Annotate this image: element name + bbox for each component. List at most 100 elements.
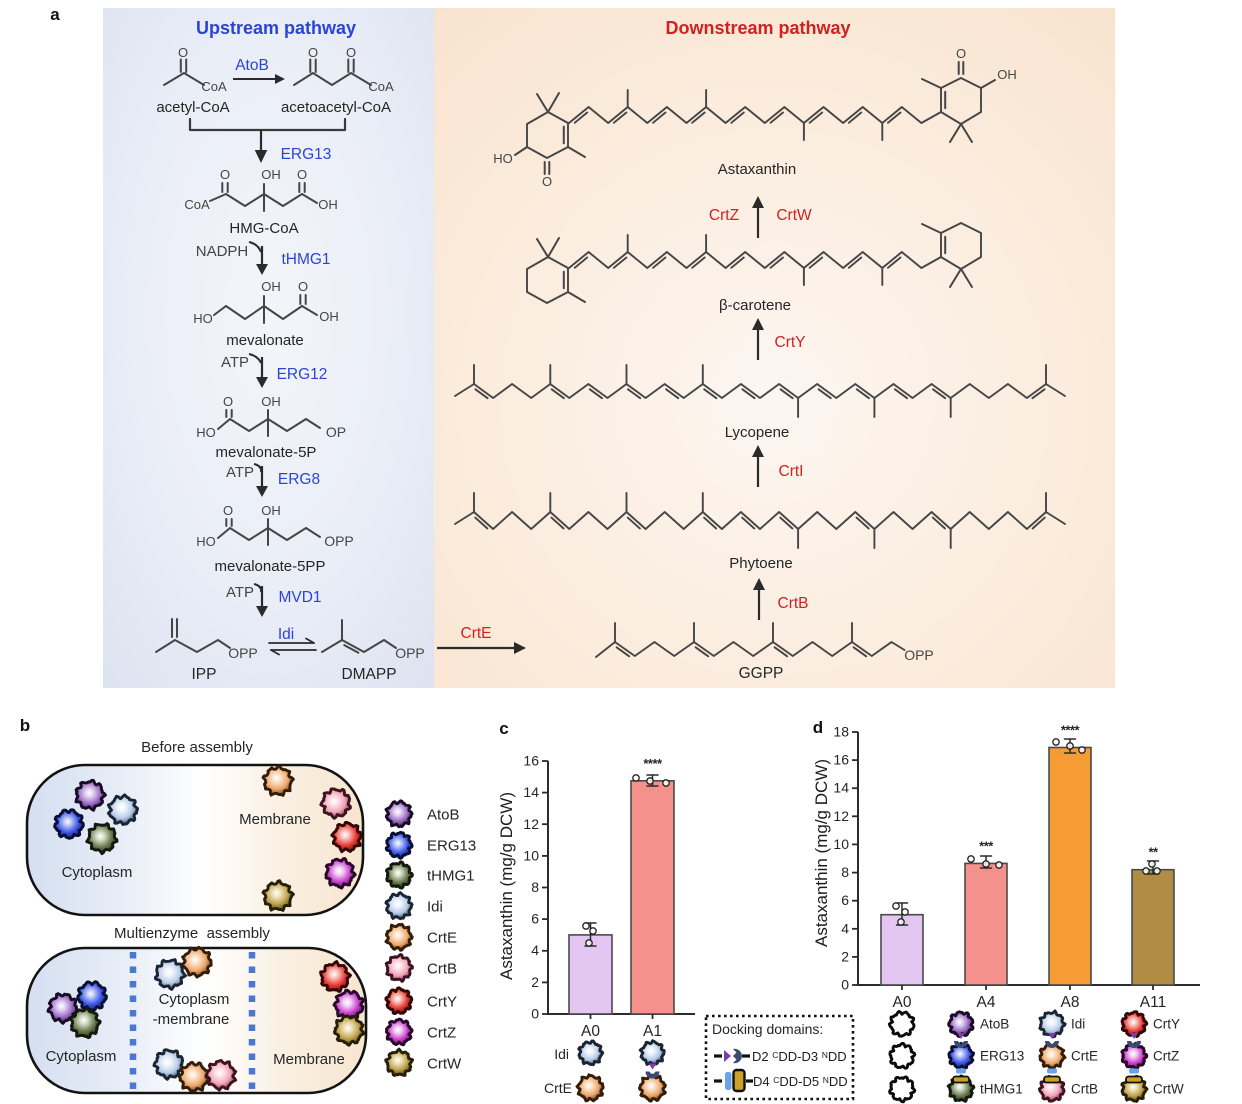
svg-text:Membrane: Membrane [239,811,311,828]
svg-text:CrtW: CrtW [1153,1082,1184,1097]
svg-text:acetyl-CoA: acetyl-CoA [156,99,229,116]
svg-text:OP: OP [326,424,346,440]
svg-text:**: ** [1148,845,1159,860]
svg-text:-membrane: -membrane [153,1011,230,1028]
svg-text:AtoB: AtoB [980,1017,1009,1032]
svg-text:A0: A0 [581,1023,600,1040]
svg-text:Downstream pathway: Downstream pathway [665,18,850,38]
svg-text:tHMG1: tHMG1 [980,1082,1023,1097]
svg-text:HO: HO [493,151,513,166]
svg-text:ATP: ATP [221,354,249,371]
svg-text:Idi: Idi [278,626,294,643]
svg-text:12: 12 [833,808,849,824]
svg-text:Upstream pathway: Upstream pathway [196,18,356,38]
svg-text:IPP: IPP [192,666,217,683]
svg-text:A1: A1 [643,1023,662,1040]
svg-text:4: 4 [531,942,539,958]
svg-text:OH: OH [261,394,281,409]
svg-text:****: **** [643,756,663,771]
svg-text:16: 16 [523,753,539,769]
svg-text:CrtE: CrtE [544,1080,572,1096]
svg-text:O: O [346,45,356,60]
svg-text:Docking domains:: Docking domains: [712,1021,823,1037]
svg-text:Cytoplasm: Cytoplasm [62,864,133,881]
svg-text:8: 8 [531,879,539,895]
svg-text:ATP: ATP [226,584,254,601]
svg-text:mevalonate: mevalonate [226,332,304,349]
svg-text:ERG13: ERG13 [427,838,476,855]
svg-text:ERG8: ERG8 [278,471,320,488]
svg-text:CrtY: CrtY [427,994,457,1011]
svg-text:AtoB: AtoB [235,57,269,74]
svg-text:c: c [499,719,508,738]
svg-text:OPP: OPP [228,645,258,661]
svg-text:O: O [178,45,188,60]
svg-text:HMG-CoA: HMG-CoA [229,220,298,237]
svg-text:Astaxanthin (mg/g DCW): Astaxanthin (mg/g DCW) [812,759,831,947]
svg-text:O: O [223,394,233,409]
svg-text:ERG13: ERG13 [281,146,332,163]
svg-text:2: 2 [531,974,539,990]
svg-text:CrtW: CrtW [776,207,812,224]
svg-text:CrtB: CrtB [778,595,809,612]
svg-text:OPP: OPP [324,533,354,549]
svg-text:CrtW: CrtW [427,1056,462,1073]
svg-text:6: 6 [841,892,849,908]
svg-text:acetoacetyl-CoA: acetoacetyl-CoA [281,99,391,116]
svg-text:0: 0 [841,977,849,993]
svg-text:Idi: Idi [427,899,443,916]
svg-text:ERG13: ERG13 [980,1049,1024,1064]
svg-text:CrtZ: CrtZ [709,207,739,224]
svg-text:O: O [956,46,966,61]
svg-text:CrtB: CrtB [1071,1082,1098,1097]
svg-text:Astaxanthin: Astaxanthin [718,161,796,178]
svg-text:Membrane: Membrane [273,1051,345,1068]
svg-text:CrtE: CrtE [1071,1049,1098,1064]
svg-text:18: 18 [833,724,849,740]
svg-text:CrtE: CrtE [461,625,492,642]
svg-text:6: 6 [531,911,539,927]
svg-text:***: *** [979,838,994,853]
svg-text:Cytoplasm: Cytoplasm [159,991,230,1008]
svg-text:β-carotene: β-carotene [719,297,791,314]
svg-text:NADPH: NADPH [196,243,249,260]
svg-text:14: 14 [833,780,849,796]
svg-text:A8: A8 [1061,994,1080,1011]
svg-text:ATP: ATP [226,464,254,481]
svg-text:HO: HO [196,425,216,440]
svg-text:O: O [308,45,318,60]
svg-text:CrtY: CrtY [1153,1017,1180,1032]
svg-text:Idi: Idi [1071,1017,1085,1032]
svg-text:HO: HO [196,534,216,549]
svg-text:CoA: CoA [201,79,227,94]
svg-text:tHMG1: tHMG1 [281,251,330,268]
svg-text:tHMG1: tHMG1 [427,868,475,885]
svg-text:CrtZ: CrtZ [1153,1049,1179,1064]
svg-text:Phytoene: Phytoene [729,555,792,572]
svg-text:MVD1: MVD1 [278,589,321,606]
svg-text:CoA: CoA [184,197,210,212]
svg-text:OH: OH [319,309,339,324]
svg-text:DMAPP: DMAPP [341,666,396,683]
svg-text:CrtI: CrtI [779,463,804,480]
svg-text:CoA: CoA [368,79,394,94]
svg-text:OPP: OPP [904,647,934,663]
svg-text:OH: OH [261,503,281,518]
svg-text:OPP: OPP [395,645,425,661]
svg-text:D4 CDD-D5 NDD: D4 CDD-D5 NDD [753,1074,848,1089]
svg-text:A4: A4 [977,994,996,1011]
svg-text:CrtB: CrtB [427,961,457,978]
svg-text:O: O [298,279,308,294]
svg-text:b: b [20,716,30,735]
svg-text:mevalonate-5PP: mevalonate-5PP [215,558,326,575]
svg-text:2: 2 [841,948,849,964]
svg-text:AtoB: AtoB [427,807,460,824]
svg-text:****: **** [1061,723,1081,738]
svg-text:10: 10 [523,847,539,863]
svg-text:a: a [50,5,60,24]
svg-text:OH: OH [318,197,338,212]
svg-text:Before assembly: Before assembly [141,739,253,756]
svg-text:HO: HO [193,311,213,326]
svg-text:O: O [223,503,233,518]
svg-text:A0: A0 [893,994,912,1011]
